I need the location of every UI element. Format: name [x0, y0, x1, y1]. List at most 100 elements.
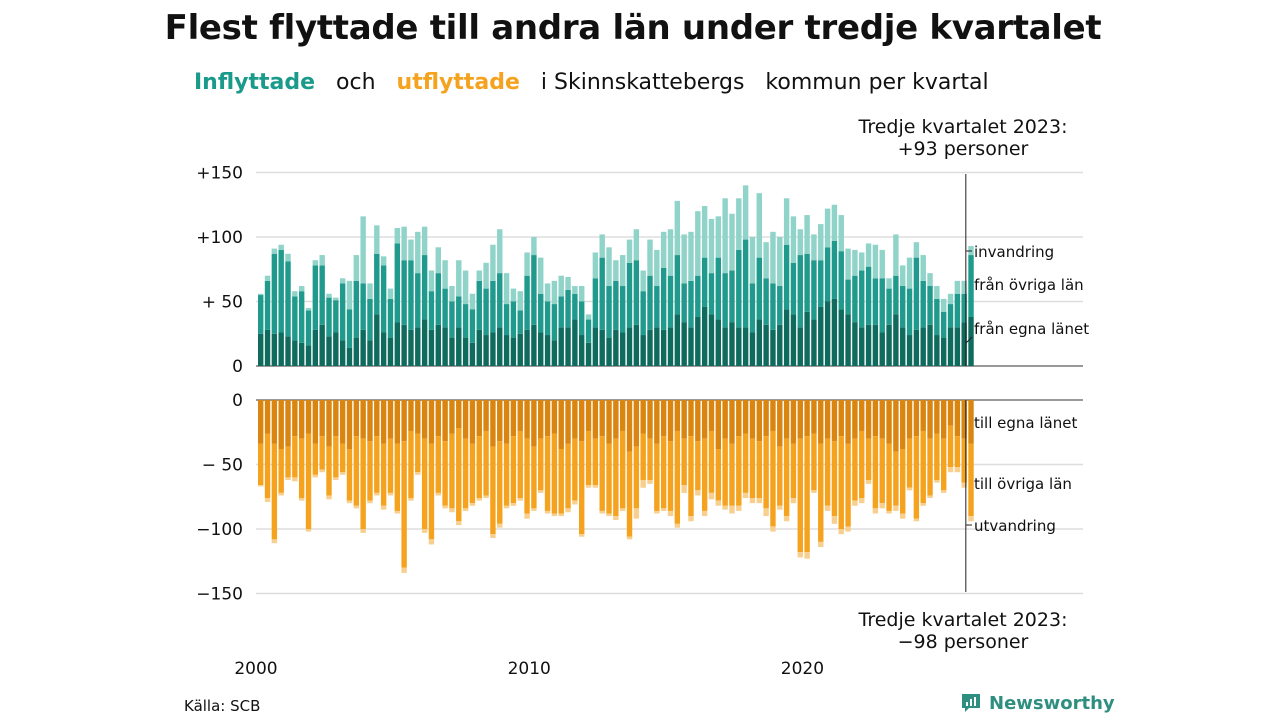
bar-out-1 [763, 436, 769, 509]
bar-out-1 [947, 425, 954, 468]
bar-out-0 [736, 400, 742, 437]
bar-out-2 [367, 500, 373, 504]
bar-out-2 [654, 510, 660, 514]
bar-out-1 [503, 443, 510, 506]
bar-in-2 [954, 280, 961, 294]
bar-out-1 [271, 443, 278, 540]
bar-out-0 [531, 400, 537, 447]
bar-in-0 [859, 327, 865, 366]
bar-in-0 [456, 327, 462, 366]
bar-out-0 [572, 400, 578, 439]
bar-out-2 [435, 492, 441, 496]
bar-in-2 [333, 297, 339, 301]
bar-in-2 [408, 239, 414, 261]
bar-in-2 [681, 234, 687, 284]
bar-in-2 [565, 276, 571, 290]
bar-in-1 [701, 257, 708, 307]
bar-out-0 [934, 400, 940, 434]
bar-out-2 [510, 503, 517, 506]
bar-in-1 [585, 319, 592, 343]
bar-in-1 [804, 253, 810, 312]
bar-out-0 [872, 400, 879, 437]
bar-in-1 [954, 293, 961, 328]
bar-out-1 [913, 436, 920, 519]
bar-in-0 [906, 335, 913, 366]
y-tick-label-in: +100 [196, 228, 243, 248]
bar-in-0 [660, 329, 667, 366]
bar-in-1 [900, 286, 906, 328]
bar-out-1 [640, 433, 646, 480]
bar-out-0 [449, 400, 455, 434]
y-tick-label-out: − 50 [202, 456, 243, 476]
bar-in-2 [777, 237, 783, 287]
bar-in-2 [865, 243, 872, 267]
bar-out-0 [476, 400, 482, 437]
bar-in-1 [271, 253, 278, 334]
bar-out-1 [401, 441, 407, 568]
bar-out-1 [524, 438, 530, 514]
bar-in-1 [647, 275, 653, 330]
bar-out-1 [462, 438, 469, 509]
bar-in-0 [804, 311, 810, 366]
bar-in-1 [913, 257, 920, 330]
bar-in-1 [681, 283, 687, 323]
bar-out-1 [305, 433, 312, 529]
bar-in-0 [415, 327, 421, 366]
bar-in-0 [872, 324, 879, 366]
bar-in-2 [428, 270, 435, 292]
bar-out-1 [360, 438, 366, 529]
bar-in-1 [258, 295, 264, 334]
bar-in-1 [660, 267, 667, 330]
bar-in-1 [756, 257, 762, 320]
bar-in-0 [401, 324, 407, 366]
bar-in-0 [619, 332, 626, 366]
bar-in-1 [565, 289, 571, 328]
bar-out-1 [893, 451, 899, 506]
bar-in-0 [688, 327, 694, 366]
bar-in-1 [298, 291, 305, 343]
bar-out-1 [544, 436, 551, 511]
bar-in-2 [797, 229, 803, 256]
bar-out-2 [893, 505, 899, 511]
bar-out-0 [715, 400, 722, 450]
bar-in-2 [278, 244, 284, 250]
bar-out-0 [633, 400, 640, 447]
bar-out-1 [729, 443, 735, 506]
bar-in-0 [824, 301, 831, 366]
bar-in-2 [961, 280, 967, 294]
bar-in-2 [941, 298, 947, 312]
bar-in-0 [524, 329, 530, 366]
bar-out-1 [490, 446, 496, 535]
bar-out-1 [804, 436, 810, 553]
bar-out-0 [333, 400, 339, 437]
bar-out-0 [859, 400, 865, 431]
bar-in-1 [777, 286, 783, 325]
bar-in-1 [941, 311, 947, 338]
bar-in-1 [264, 280, 271, 330]
bar-out-1 [790, 443, 797, 499]
bar-out-1 [715, 449, 722, 501]
bar-in-1 [920, 280, 926, 328]
bar-out-0 [708, 400, 715, 431]
bar-in-2 [613, 260, 619, 281]
bar-in-2 [708, 218, 715, 274]
bar-out-2 [258, 485, 264, 487]
bar-out-2 [585, 485, 592, 488]
bar-out-0 [701, 400, 708, 439]
bar-in-2 [551, 280, 558, 305]
bar-in-0 [783, 309, 790, 366]
bar-in-2 [312, 260, 319, 266]
bar-in-1 [640, 291, 646, 336]
bar-in-2 [715, 216, 722, 258]
bar-in-2 [906, 257, 913, 289]
bar-in-0 [435, 324, 441, 366]
bar-out-0 [565, 400, 571, 444]
bar-in-0 [339, 340, 346, 366]
bar-out-0 [674, 400, 681, 431]
bar-out-1 [476, 436, 482, 499]
bar-in-1 [947, 304, 954, 328]
bar-out-2 [476, 498, 482, 501]
bar-in-1 [346, 309, 353, 348]
bar-out-1 [394, 443, 400, 511]
